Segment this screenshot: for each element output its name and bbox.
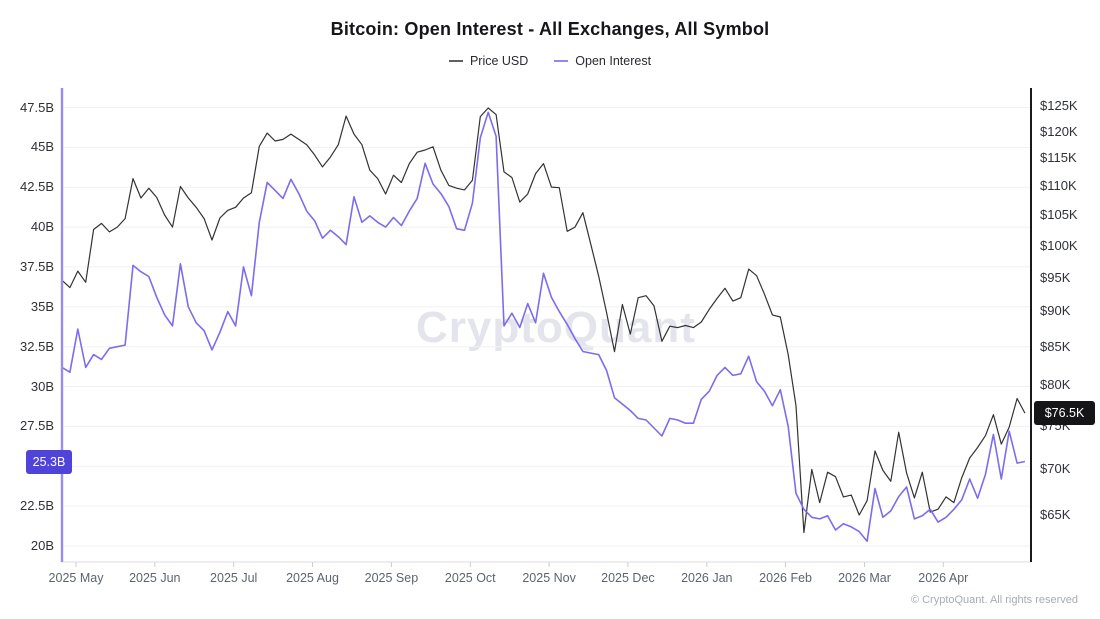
- left-axis-tick-label: 47.5B: [20, 99, 54, 115]
- left-axis-tick-label: 27.5B: [20, 418, 54, 434]
- left-axis-tick-label: 40B: [30, 219, 54, 235]
- right-axis-tick-label: $125K: [1040, 98, 1078, 113]
- x-axis-month-label: 2025 Jun: [129, 571, 181, 585]
- x-axis-month-label: 2025 Jul: [210, 571, 258, 585]
- left-axis-tick-label: 45B: [30, 139, 54, 155]
- legend-label-price-usd: Price USD: [469, 54, 529, 68]
- left-axis-tick-label: 35B: [30, 298, 54, 314]
- open-interest-line: [61, 111, 1026, 543]
- legend-item-price-usd[interactable]: Price USD: [448, 54, 529, 68]
- x-axis-month-label: 2025 Aug: [286, 571, 339, 585]
- left-axis-tick-label: 42.5B: [20, 179, 54, 195]
- right-axis-tick-label: $65K: [1040, 507, 1071, 522]
- price-line: [61, 107, 1026, 534]
- x-axis-month-label: 2026 Mar: [838, 571, 891, 585]
- legend-item-open-interest[interactable]: Open Interest: [554, 54, 651, 68]
- x-axis-month-label: 2026 Feb: [759, 571, 813, 585]
- watermark-logo: CryptoQuant: [416, 303, 696, 352]
- open-interest-current-badge: 25.3B: [26, 449, 72, 474]
- legend-label-open-interest: Open Interest: [575, 54, 652, 68]
- x-axis-month-label: 2025 Oct: [444, 571, 496, 585]
- x-axis-month-label: 2025 Nov: [522, 571, 576, 585]
- right-axis-tick-label: $120K: [1040, 123, 1078, 139]
- right-axis-tick-label: $85K: [1040, 339, 1071, 355]
- copyright-notice: © CryptoQuant. All rights reserved: [910, 594, 1078, 606]
- x-axis-month-label: 2025 May: [48, 571, 104, 585]
- x-axis-month-label: 2025 Dec: [601, 571, 655, 585]
- open-interest-line-swatch-icon: [554, 60, 569, 62]
- left-axis-tick-label: 22.5B: [20, 498, 54, 514]
- right-axis-tick-label: $90K: [1040, 303, 1071, 319]
- x-axis-month-label: 2026 Jan: [681, 571, 733, 585]
- right-axis-tick-label: $115K: [1040, 150, 1077, 166]
- x-axis-month-label: 2026 Apr: [918, 571, 969, 585]
- right-axis-tick-label: $110K: [1040, 177, 1077, 193]
- right-axis-tick-label: $95K: [1040, 269, 1071, 285]
- right-axis-tick-label: $100K: [1040, 237, 1078, 253]
- x-axis-month-label: 2025 Sep: [364, 571, 419, 585]
- chart-title: Bitcoin: Open Interest - All Exchanges, …: [330, 19, 770, 39]
- right-axis-tick-label: $80K: [1040, 377, 1071, 393]
- price-current-badge: $76.5K: [1034, 401, 1095, 426]
- left-axis-tick-label: 37.5B: [20, 258, 54, 274]
- left-axis-tick-label: 30B: [30, 378, 54, 394]
- left-axis-tick-label: 20B: [30, 538, 54, 553]
- price-line-swatch-icon: [448, 60, 463, 62]
- left-axis-tick-label: 32.5B: [20, 338, 54, 354]
- right-axis-tick-label: $105K: [1040, 207, 1078, 222]
- legend: Price USD Open Interest: [0, 54, 1100, 68]
- right-axis-tick-label: $70K: [1040, 460, 1071, 476]
